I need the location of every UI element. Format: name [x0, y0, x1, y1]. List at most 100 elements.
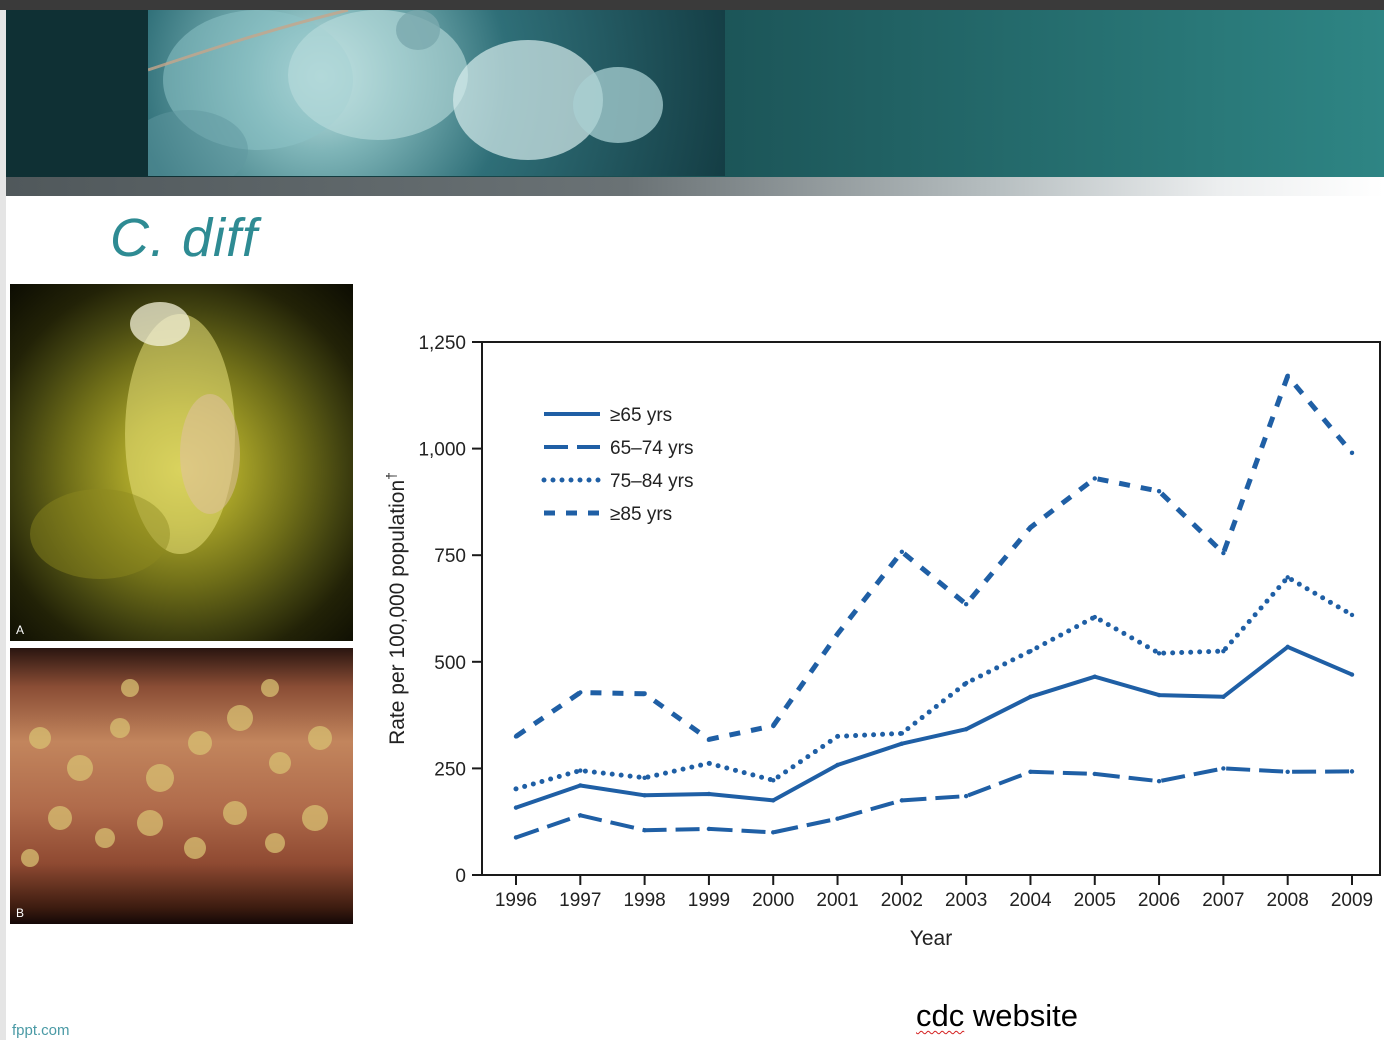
series-line-4	[514, 373, 1354, 742]
series-line-3	[513, 574, 1355, 792]
header-gradient-bar	[6, 177, 1384, 196]
data-point	[1028, 769, 1033, 775]
x-tick-label: 2005	[1074, 890, 1116, 911]
data-point	[578, 768, 583, 773]
x-tick-label: 1996	[495, 890, 537, 911]
data-point	[1028, 525, 1033, 530]
x-tick-label: 2001	[816, 890, 858, 911]
data-point	[1349, 612, 1355, 618]
data-point	[1092, 771, 1097, 777]
slide-title: C. diff	[110, 208, 259, 268]
data-point	[513, 734, 519, 739]
photo-label-a: A	[16, 623, 25, 637]
data-point	[835, 816, 840, 821]
data-point	[706, 761, 712, 766]
data-point	[1092, 476, 1097, 481]
series-line-1	[515, 644, 1353, 810]
data-point	[963, 602, 969, 607]
y-tick-label: 500	[434, 653, 466, 674]
data-point	[899, 549, 905, 554]
legend-label-2: 65–74 yrs	[610, 438, 693, 459]
data-point	[578, 783, 583, 788]
x-tick-label: 2007	[1202, 890, 1244, 911]
data-point	[771, 798, 776, 803]
micrograph-texture	[148, 10, 663, 176]
photo-label-b: B	[16, 906, 25, 920]
data-point	[1156, 778, 1162, 784]
data-point	[1092, 674, 1097, 679]
data-point	[642, 691, 647, 696]
data-point	[1349, 672, 1355, 677]
x-axis-title: Year	[910, 927, 952, 950]
data-point	[1156, 651, 1162, 656]
x-tick-label: 1999	[688, 890, 730, 911]
data-point	[1221, 766, 1226, 771]
data-point	[513, 835, 519, 840]
window-top-edge	[0, 0, 1384, 10]
data-point	[1285, 769, 1290, 775]
data-point	[642, 828, 647, 833]
slide-left-edge	[0, 10, 6, 1040]
x-tick-label: 2009	[1331, 890, 1373, 911]
data-point	[899, 741, 905, 746]
y-axis-title: Rate per 100,000 population†	[383, 472, 409, 745]
data-point	[835, 734, 840, 739]
data-point	[1156, 489, 1162, 494]
legend-label-3: 75–84 yrs	[610, 471, 693, 492]
x-tick-label: 2004	[1009, 890, 1052, 911]
data-point	[642, 775, 647, 780]
x-tick-label: 2003	[945, 890, 987, 911]
data-point	[835, 762, 840, 768]
data-point	[578, 690, 583, 695]
data-point	[835, 631, 840, 637]
footer-brand: fppt.com	[12, 1022, 70, 1039]
y-tick-label: 250	[434, 759, 466, 780]
data-point	[1285, 575, 1290, 580]
data-point	[963, 726, 969, 732]
x-tick-label: 1997	[559, 890, 601, 911]
data-point	[706, 826, 712, 832]
x-tick-label: 2006	[1138, 890, 1180, 911]
y-tick-label: 750	[434, 546, 466, 567]
data-point	[706, 737, 712, 742]
y-tick-label: 0	[455, 866, 466, 887]
specimen-texture	[21, 679, 332, 867]
endoscopy-photo-a: A	[10, 284, 353, 641]
data-point	[771, 723, 776, 728]
data-point	[513, 786, 519, 792]
y-tick-label: 1,250	[418, 333, 466, 354]
data-point	[1285, 644, 1290, 650]
cdi-rate-line-chart: 0 250 500 750 1,000 1,250 1996 1997 1998 1999 2000…	[383, 333, 1381, 950]
endoscopy-texture	[30, 302, 240, 579]
data-point	[899, 731, 905, 736]
data-point	[771, 778, 776, 783]
plot-frame	[481, 341, 1381, 876]
x-tick-label: 2002	[881, 890, 923, 911]
data-point	[1349, 769, 1355, 774]
data-point	[963, 793, 969, 799]
data-point	[1028, 694, 1033, 699]
series-line-2	[515, 766, 1353, 840]
x-tick-label: 2008	[1267, 890, 1309, 911]
data-point	[899, 798, 905, 803]
bacteria-micrograph-image	[148, 10, 725, 176]
data-point	[513, 805, 519, 810]
colon-specimen-photo-b: B	[10, 648, 353, 924]
data-point	[1221, 550, 1226, 556]
x-tick-label: 1998	[623, 890, 665, 911]
source-credit-rest: website	[964, 998, 1078, 1033]
data-point	[963, 680, 969, 686]
source-credit-word: cdc	[916, 998, 965, 1033]
data-point	[706, 791, 712, 797]
x-tick-label: 2000	[752, 890, 794, 911]
data-point	[1156, 692, 1162, 698]
data-point	[1349, 450, 1355, 456]
legend-label-4: ≥85 yrs	[610, 504, 672, 525]
data-point	[1028, 648, 1033, 654]
data-point	[1285, 373, 1290, 379]
data-point	[1092, 614, 1097, 620]
data-point	[771, 830, 776, 835]
data-point	[1221, 694, 1226, 699]
y-tick-label: 1,000	[418, 440, 466, 461]
data-point	[642, 793, 647, 798]
